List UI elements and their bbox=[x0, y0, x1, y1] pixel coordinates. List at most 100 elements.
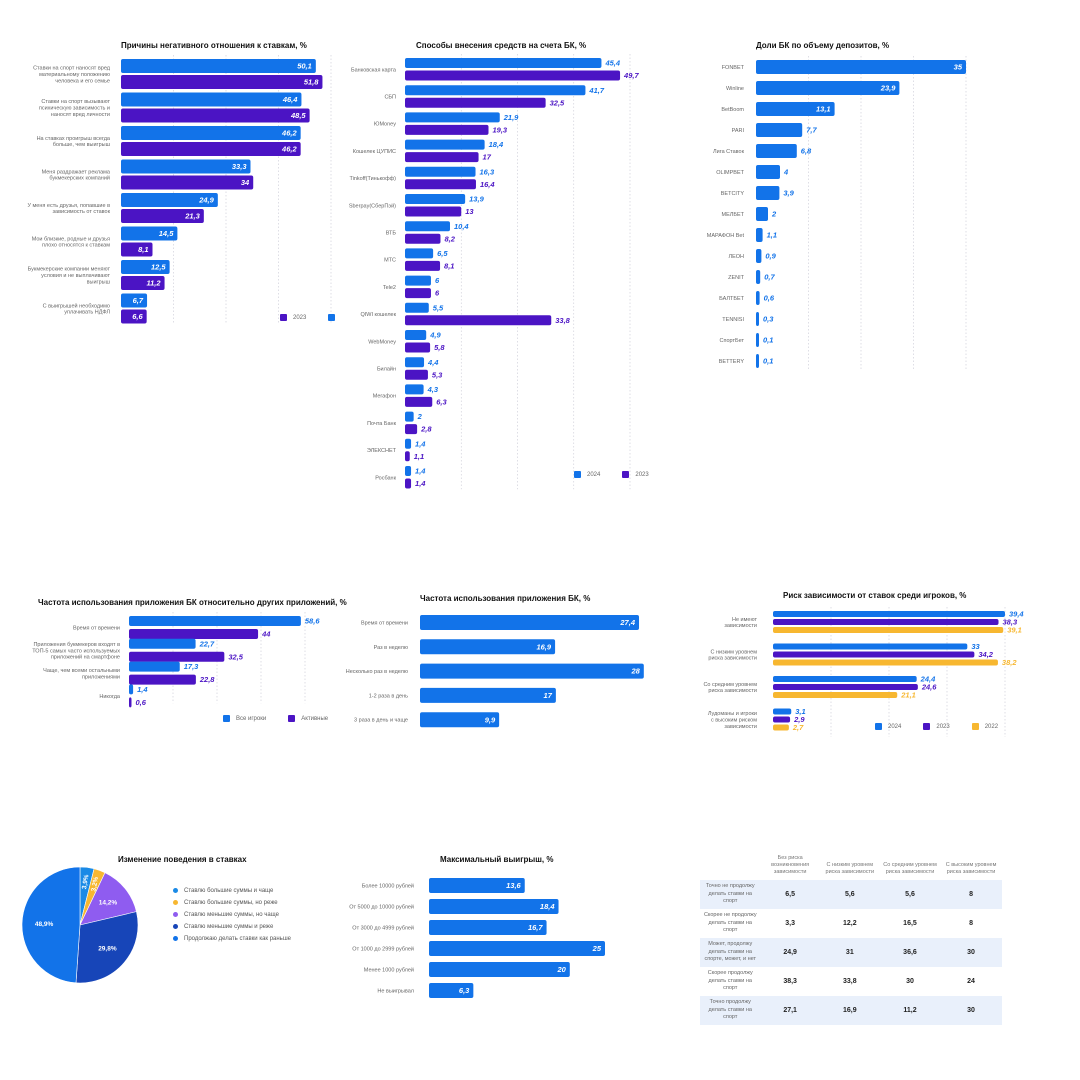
bar bbox=[121, 193, 218, 207]
category-label: Ставки на спорт наносят вред материальном… bbox=[33, 66, 111, 85]
table-cell: 30 bbox=[940, 995, 1002, 1025]
bar bbox=[773, 627, 1004, 633]
value-label: 0,3 bbox=[763, 315, 774, 324]
bar bbox=[773, 611, 1005, 617]
value-label: 0,6 bbox=[764, 294, 775, 303]
value-label: 4,3 bbox=[427, 385, 439, 394]
bar bbox=[405, 288, 431, 299]
bar bbox=[429, 941, 605, 956]
chart-app-frequency-relative: Частота использования приложения БК отно… bbox=[0, 0, 360, 740]
value-label: 38,2 bbox=[1002, 658, 1017, 667]
category-label: TENNISI bbox=[722, 317, 744, 323]
value-label: 5,8 bbox=[434, 343, 445, 352]
value-label: 34 bbox=[241, 178, 250, 187]
category-label: С выигрышей необходимо уплачивать НДФЛ bbox=[43, 302, 111, 315]
legend-swatch bbox=[280, 314, 287, 321]
table-cell: 5,6 bbox=[879, 879, 941, 909]
table-row: Точно не продолжу делать ставки на спорт… bbox=[700, 879, 1002, 909]
value-label: 2,7 bbox=[792, 723, 804, 732]
value-label: 13,6 bbox=[506, 881, 521, 890]
category-label: Кошелек ЦУПИС bbox=[353, 149, 396, 155]
category-label: Время от времени bbox=[361, 621, 408, 627]
chart-addiction-risk: Риск зависимости от ставок среди игроков… bbox=[703, 591, 1024, 737]
legend-label: 2023 bbox=[936, 724, 950, 731]
category-label: От 3000 до 4999 рублей bbox=[352, 925, 414, 932]
bar bbox=[773, 708, 792, 715]
bar bbox=[405, 396, 433, 407]
value-label: 11,2 bbox=[147, 279, 162, 288]
bar bbox=[129, 674, 196, 685]
value-label: 20 bbox=[556, 965, 566, 974]
table-cell: 12,2 bbox=[843, 919, 857, 927]
value-label: 46,2 bbox=[281, 129, 297, 138]
bar bbox=[405, 342, 431, 353]
legend-swatch bbox=[923, 723, 931, 730]
bar bbox=[405, 369, 428, 380]
table-cell: 16,5 bbox=[903, 919, 917, 927]
category-label: От 5000 до 10000 рублей bbox=[349, 904, 414, 911]
category-label: Winline bbox=[726, 86, 744, 92]
category-label: СпортБет bbox=[720, 338, 745, 344]
bar bbox=[121, 242, 153, 257]
category-label: МЕЛБЕТ bbox=[722, 212, 745, 218]
value-label: 13,1 bbox=[816, 105, 831, 114]
value-label: 13,9 bbox=[469, 195, 484, 204]
chart-app-frequency: Частота использования приложения БК, % В… bbox=[0, 0, 720, 740]
bar bbox=[405, 330, 427, 340]
table-row: Скорее не продолжу делать ставки на спор… bbox=[700, 909, 1002, 938]
bar bbox=[420, 712, 500, 728]
chart-app-frequency-relative-plot: Время от времени 58,6 44 Приложения букмеке… bbox=[32, 612, 320, 708]
bar bbox=[429, 920, 547, 935]
value-label: 1,4 bbox=[415, 439, 426, 448]
bar bbox=[129, 629, 259, 639]
value-label: 39,1 bbox=[1007, 626, 1022, 635]
value-label: 6,8 bbox=[801, 147, 812, 156]
bar bbox=[756, 333, 759, 347]
bar bbox=[121, 75, 323, 89]
value-label: 0,1 bbox=[763, 336, 773, 345]
value-label: 27,4 bbox=[619, 618, 635, 627]
value-label: 18,4 bbox=[489, 140, 504, 149]
legend-swatch bbox=[574, 471, 581, 478]
legend-label: 2024 bbox=[888, 724, 902, 731]
category-label: БАЛТБЕТ bbox=[719, 296, 745, 302]
table-cell: 8 bbox=[969, 919, 973, 927]
value-label: 10,4 bbox=[454, 222, 469, 231]
chart-behavior-change: Изменение поведения в ставках 3,9% 3,2% 14… bbox=[0, 0, 360, 1080]
bar bbox=[405, 424, 418, 435]
value-label: 41,7 bbox=[588, 86, 604, 95]
value-label: 0,9 bbox=[765, 252, 776, 261]
bar bbox=[773, 659, 998, 666]
value-label: 58,6 bbox=[305, 617, 320, 626]
category-label: ЮMoney bbox=[374, 122, 396, 128]
legend-label: Ставлю меньшие суммы и реже bbox=[184, 924, 274, 930]
value-label: 1,4 bbox=[415, 479, 426, 488]
bar bbox=[773, 619, 999, 625]
value-label: 25 bbox=[592, 944, 602, 953]
bar bbox=[405, 260, 441, 271]
legend-item: Ставлю большие суммы, но реже bbox=[173, 897, 291, 909]
bar bbox=[405, 139, 485, 150]
bar bbox=[756, 207, 768, 221]
value-label: 6,7 bbox=[133, 296, 144, 305]
value-label: 2 bbox=[771, 210, 777, 219]
table-cell: 27,1 bbox=[760, 995, 820, 1025]
bar bbox=[121, 309, 147, 324]
pie-value-label: 3,9% bbox=[81, 874, 91, 890]
category-label: С низким уровнем риска зависимости bbox=[708, 649, 757, 661]
pie-value-label: 48,9% bbox=[35, 921, 54, 928]
table-cell: 16,9 bbox=[819, 995, 880, 1025]
bar bbox=[405, 194, 466, 204]
value-label: 2 bbox=[417, 412, 423, 421]
bar bbox=[405, 384, 424, 395]
bar bbox=[773, 651, 975, 658]
bar bbox=[773, 676, 917, 682]
bar bbox=[405, 357, 425, 368]
value-label: 19,3 bbox=[493, 126, 508, 135]
bar bbox=[405, 451, 410, 462]
category-label: СБП bbox=[384, 94, 396, 100]
row-header: Точно продолжу делать ставки на спорт bbox=[700, 995, 761, 1025]
value-label: 6 bbox=[435, 276, 440, 285]
category-label: 1-2 раза в день bbox=[369, 693, 408, 699]
legend-label: 2023 bbox=[635, 472, 649, 479]
